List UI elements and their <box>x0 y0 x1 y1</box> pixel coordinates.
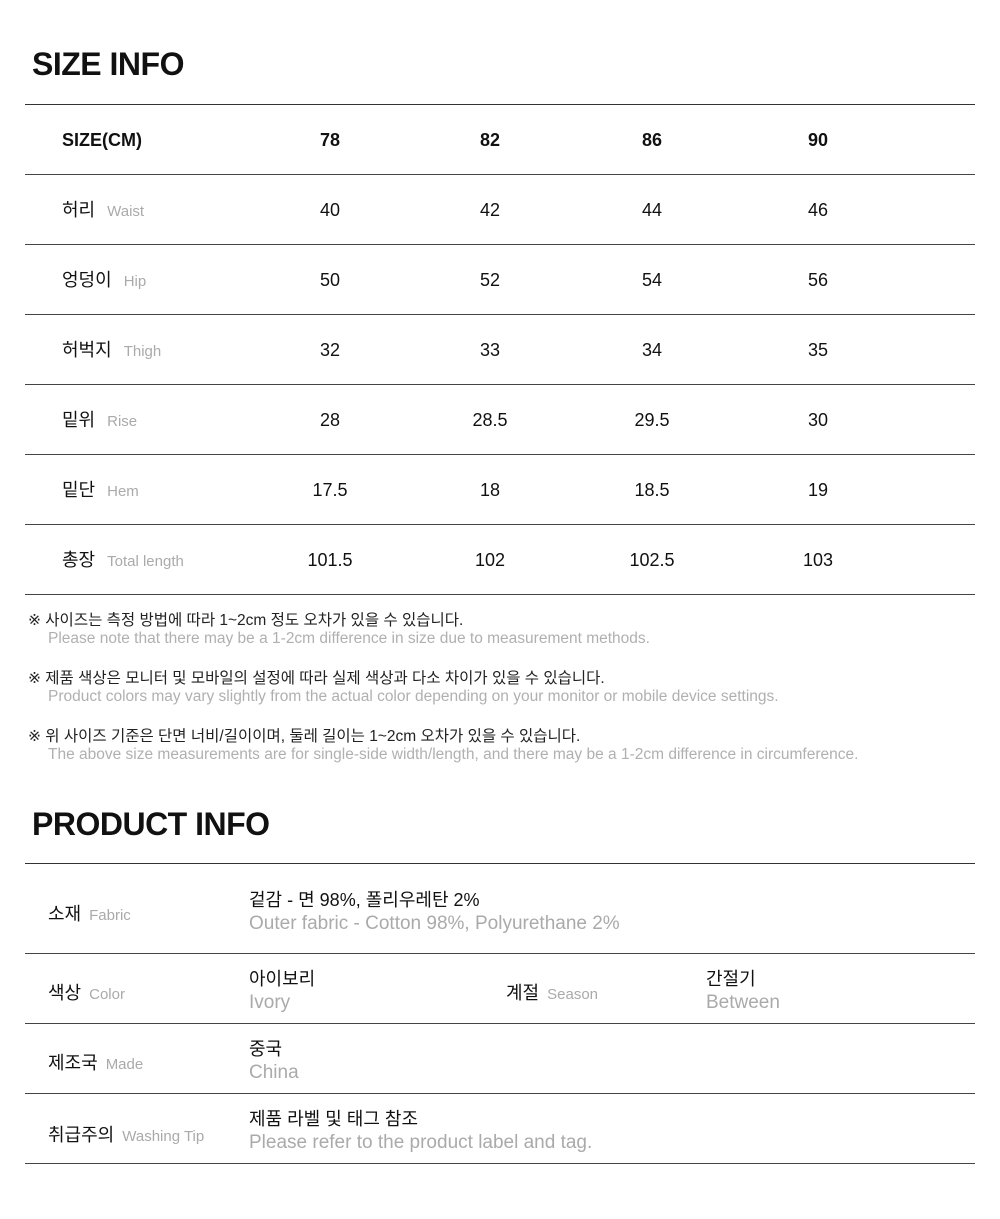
fabric-label-en: Fabric <box>89 907 131 924</box>
size-value: 19 <box>807 480 829 500</box>
made-row: 제조국 Made 중국 China <box>25 1024 975 1094</box>
season-label: 계절 <box>506 983 540 1003</box>
color-label-en: Color <box>89 986 125 1003</box>
fabric-row: 소재 Fabric 겉감 - 면 98%, 폴리우레탄 2% Outer fabri… <box>25 864 975 954</box>
size-row: 밑단 Hem 17.5 18 18.5 19 <box>25 455 975 525</box>
made-value: 중국 <box>249 1039 283 1059</box>
color-value-en: Ivory <box>249 992 291 1013</box>
size-value: 102 <box>474 550 506 570</box>
washing-row: 취급주의 Washing Tip 제품 라벨 및 태그 참조 Please refe… <box>25 1094 975 1164</box>
washing-label-en: Washing Tip <box>122 1128 205 1145</box>
note-en: Product colors may vary slightly from th… <box>48 688 779 705</box>
size-value: 101.5 <box>307 550 353 570</box>
product-info-title: PRODUCT INFO <box>32 806 270 842</box>
product-table: 소재 Fabric 겉감 - 면 98%, 폴리우레탄 2% Outer fabri… <box>25 863 975 1164</box>
size-row: 엉덩이 Hip 50 52 54 56 <box>25 245 975 315</box>
note-en: The above size measurements are for sing… <box>48 746 859 763</box>
size-value: 35 <box>807 340 829 360</box>
size-row: 허벅지 Thigh 32 33 34 35 <box>25 315 975 385</box>
season-label-en: Season <box>547 986 598 1003</box>
note: ※ 사이즈는 측정 방법에 따라 1~2cm 정도 오차가 있을 수 있습니다.… <box>28 608 858 654</box>
size-value: 40 <box>319 200 341 220</box>
size-value: 30 <box>807 410 829 430</box>
note-ko: ※ 위 사이즈 기준은 단면 너비/길이이며, 둘레 길이는 1~2cm 오차가… <box>28 728 581 745</box>
size-value: 28.5 <box>472 410 508 430</box>
made-label: 제조국 <box>48 1053 98 1073</box>
size-value: 52 <box>479 270 501 290</box>
fabric-value-en: Outer fabric - Cotton 98%, Polyurethane … <box>249 913 620 934</box>
size-value: 18.5 <box>634 480 670 500</box>
measure-label: 밑단 <box>62 480 96 500</box>
size-value: 56 <box>807 270 829 290</box>
season-value-en: Between <box>706 992 780 1013</box>
measure-label-en: Total length <box>107 553 184 570</box>
note: ※ 제품 색상은 모니터 및 모바일의 설정에 따라 실제 색상과 다소 차이가… <box>28 666 858 712</box>
size-col: 90 <box>807 130 829 150</box>
size-table: SIZE(CM) 78 82 86 90 허리 Waist 40 42 44 46 엉덩이 H… <box>25 104 975 595</box>
note-ko: ※ 제품 색상은 모니터 및 모바일의 설정에 따라 실제 색상과 다소 차이가… <box>28 670 605 687</box>
washing-label: 취급주의 <box>48 1125 115 1145</box>
made-label-en: Made <box>105 1056 144 1073</box>
size-value: 18 <box>479 480 501 500</box>
size-value: 103 <box>802 550 834 570</box>
measure-label: 허리 <box>62 200 96 220</box>
measure-label: 엉덩이 <box>62 270 112 290</box>
measure-label-en: Rise <box>107 413 138 430</box>
color-label: 색상 <box>48 983 82 1003</box>
size-value: 17.5 <box>312 480 348 500</box>
size-value: 28 <box>319 410 341 430</box>
size-header-row: SIZE(CM) 78 82 86 90 <box>25 105 975 175</box>
size-col: 86 <box>641 130 663 150</box>
color-value: 아이보리 <box>249 969 316 989</box>
washing-value-en: Please refer to the product label and ta… <box>249 1132 593 1153</box>
size-value: 34 <box>641 340 663 360</box>
fabric-label: 소재 <box>48 904 82 924</box>
size-info-title: SIZE INFO <box>32 46 184 82</box>
size-col: 78 <box>319 130 341 150</box>
measure-label-en: Hem <box>107 483 139 500</box>
season-value: 간절기 <box>706 969 756 989</box>
size-value: 29.5 <box>634 410 670 430</box>
washing-value: 제품 라벨 및 태그 참조 <box>249 1109 419 1129</box>
size-value: 32 <box>319 340 341 360</box>
size-value: 44 <box>641 200 663 220</box>
measure-label: 허벅지 <box>62 340 112 360</box>
note: ※ 위 사이즈 기준은 단면 너비/길이이며, 둘레 길이는 1~2cm 오차가… <box>28 724 858 770</box>
made-value-en: China <box>249 1062 299 1083</box>
size-value: 102.5 <box>629 550 675 570</box>
size-row: 밑위 Rise 28 28.5 29.5 30 <box>25 385 975 455</box>
notes: ※ 사이즈는 측정 방법에 따라 1~2cm 정도 오차가 있을 수 있습니다.… <box>28 608 858 782</box>
measure-label-en: Waist <box>107 203 145 220</box>
size-col: 82 <box>479 130 501 150</box>
size-value: 54 <box>641 270 663 290</box>
size-row: 총장 Total length 101.5 102 102.5 103 <box>25 525 975 595</box>
note-ko: ※ 사이즈는 측정 방법에 따라 1~2cm 정도 오차가 있을 수 있습니다. <box>28 612 464 629</box>
measure-label-en: Hip <box>123 273 147 290</box>
note-en: Please note that there may be a 1-2cm di… <box>48 630 650 647</box>
measure-label: 총장 <box>62 550 96 570</box>
size-value: 50 <box>319 270 341 290</box>
measure-label: 밑위 <box>62 410 96 430</box>
color-row: 색상 Color 아이보리 Ivory 계절 Season 간절기 Between <box>25 954 975 1024</box>
fabric-value: 겉감 - 면 98%, 폴리우레탄 2% <box>249 890 480 910</box>
size-value: 46 <box>807 200 829 220</box>
size-value: 33 <box>479 340 501 360</box>
size-value: 42 <box>479 200 501 220</box>
size-header-label: SIZE(CM) <box>62 130 142 150</box>
measure-label-en: Thigh <box>123 343 162 360</box>
size-row: 허리 Waist 40 42 44 46 <box>25 175 975 245</box>
